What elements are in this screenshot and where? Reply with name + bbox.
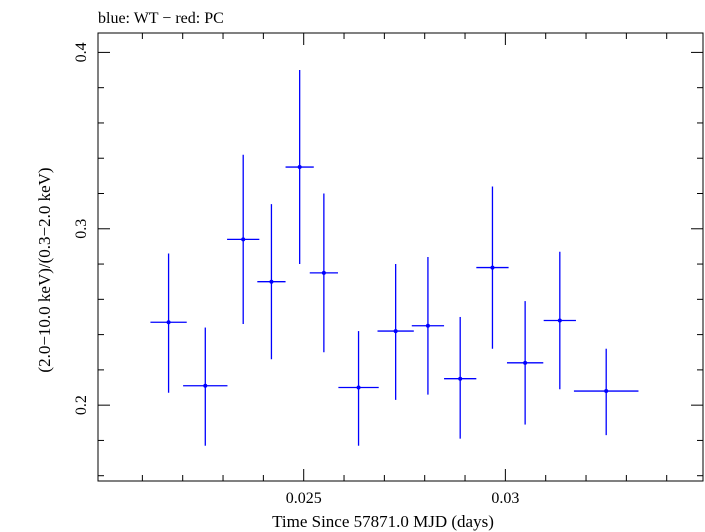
point-marker (557, 318, 562, 323)
data-point (183, 327, 228, 446)
data-point (573, 348, 639, 436)
data-marks (150, 70, 639, 446)
y-tick-label: 0.3 (73, 219, 90, 239)
point-marker (166, 320, 171, 325)
data-point (150, 253, 187, 393)
point-marker (604, 389, 609, 394)
point-marker (203, 383, 208, 388)
data-point (257, 204, 286, 360)
data-point (338, 331, 379, 446)
data-point (309, 193, 338, 353)
point-marker (490, 265, 495, 270)
point-marker (458, 376, 463, 381)
point-marker (523, 360, 528, 365)
data-point (227, 154, 260, 325)
plot-frame (97, 32, 704, 482)
y-axis-label: (2.0−10.0 keV)/(0.3−2.0 keV) (35, 167, 54, 372)
axis-ticks: 0.025 0.03 0.2 0.3 0.4 (73, 33, 703, 507)
point-marker (297, 165, 302, 170)
data-point (444, 316, 477, 439)
x-tick-label: 0.03 (491, 490, 519, 507)
point-marker (269, 279, 274, 284)
data-point (285, 70, 314, 265)
y-tick-label: 0.4 (73, 42, 90, 62)
x-tick-label: 0.025 (286, 490, 322, 507)
point-marker (356, 385, 361, 390)
data-point (476, 186, 509, 349)
data-point (411, 257, 445, 395)
point-marker (241, 237, 246, 242)
data-point (506, 301, 544, 425)
point-marker (321, 270, 326, 275)
data-point (377, 264, 414, 400)
y-tick-label: 0.2 (73, 395, 90, 415)
point-marker (425, 323, 430, 328)
chart-title: blue: WT − red: PC (98, 10, 224, 27)
data-point (543, 251, 576, 390)
point-marker (393, 329, 398, 334)
x-axis-label: Time Since 57871.0 MJD (days) (272, 512, 494, 531)
